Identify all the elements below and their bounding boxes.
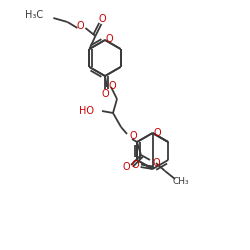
Text: HO: HO bbox=[79, 106, 94, 116]
Text: O: O bbox=[154, 128, 162, 138]
Text: O: O bbox=[129, 131, 137, 141]
Text: O: O bbox=[105, 34, 113, 44]
Text: O: O bbox=[132, 160, 140, 170]
Text: O: O bbox=[98, 14, 106, 24]
Text: O: O bbox=[101, 89, 109, 99]
Text: O: O bbox=[122, 162, 130, 172]
Text: CH₃: CH₃ bbox=[173, 178, 189, 186]
Text: O: O bbox=[108, 81, 116, 91]
Text: H₃C: H₃C bbox=[25, 10, 44, 20]
Text: O: O bbox=[152, 158, 160, 168]
Text: O: O bbox=[76, 21, 84, 31]
